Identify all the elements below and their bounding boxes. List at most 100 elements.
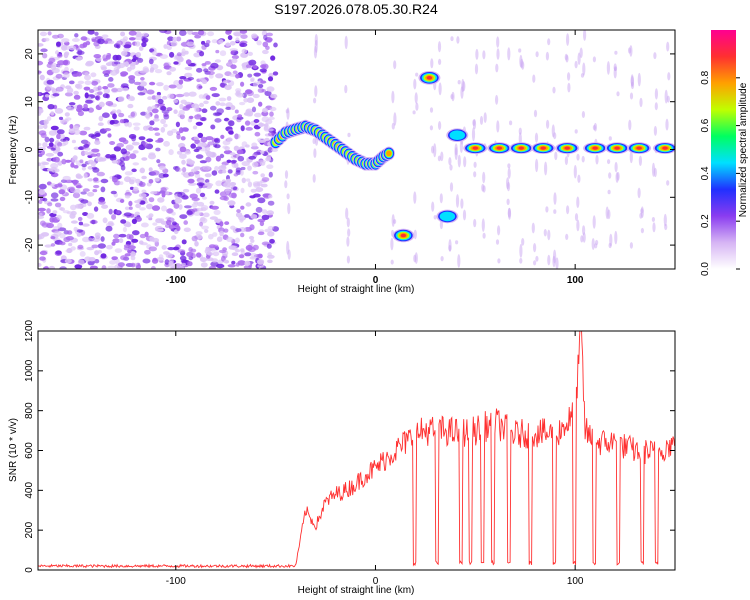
noise-speckle [179,76,187,80]
noise-speckle [250,238,255,243]
noise-speckle [52,156,60,163]
spectral-smear [582,232,586,243]
spectral-smear [482,232,486,239]
noise-speckle [196,67,203,73]
spectral-smear [509,120,513,126]
spectral-smear [519,244,523,258]
noise-speckle [206,70,215,76]
noise-speckle [64,92,73,97]
noise-speckle [241,161,250,167]
noise-speckle [233,173,239,177]
spectral-smear [437,41,442,53]
spectral-smear [457,254,461,268]
noise-speckle [138,81,147,87]
noise-speckle [263,34,268,41]
noise-speckle [38,207,46,212]
spectral-smear [507,167,511,179]
noise-speckle [116,40,123,46]
noise-speckle [141,41,147,48]
noise-speckle [196,83,202,90]
noise-speckle [206,182,211,186]
noise-speckle [71,157,78,163]
noise-speckle [60,118,65,125]
noise-speckle [73,226,78,232]
noise-speckle [147,96,153,100]
noise-speckle [44,136,50,143]
noise-speckle [60,134,66,140]
spectral-smear [616,91,620,97]
noise-speckle [191,197,200,202]
noise-speckle [252,161,259,168]
noise-speckle [200,205,209,211]
spectral-smear [463,156,467,168]
noise-speckle [102,112,110,118]
noise-speckle [50,236,56,240]
noise-speckle [146,215,153,219]
noise-speckle [252,93,260,99]
spectral-smear [286,193,290,200]
noise-speckle [233,31,242,36]
noise-speckle [197,132,204,138]
noise-speckle [47,61,54,65]
noise-speckle [156,159,161,164]
noise-speckle [181,239,187,245]
spectral-smear [415,72,419,77]
noise-speckle [201,225,210,230]
noise-speckle [60,138,67,142]
spectral-smear [313,97,317,104]
noise-speckle [262,49,269,55]
noise-speckle [219,196,228,201]
noise-speckle [124,253,131,257]
noise-speckle [48,130,57,136]
spectral-smear [577,174,581,183]
noise-speckle [211,170,218,176]
spectral-smear [448,157,452,166]
spectral-smear [429,107,434,113]
noise-speckle [67,186,75,192]
noise-speckle [128,206,133,210]
noise-speckle [231,159,237,163]
noise-speckle [196,201,205,207]
noise-speckle [56,133,62,140]
noise-speckle [117,262,125,267]
noise-speckle [269,111,274,117]
noise-speckle [178,79,184,85]
noise-speckle [42,197,48,202]
spectral-smear [637,187,641,199]
colorbar-tick-label: 0.2 [700,214,711,228]
spectral-smear [414,92,418,104]
noise-speckle [266,38,272,43]
spectral-smear [415,102,419,111]
noise-speckle [223,80,228,84]
noise-speckle [268,116,275,120]
noise-speckle [45,152,54,157]
noise-speckle [113,146,122,152]
noise-speckle [248,155,257,160]
noise-speckle [38,60,44,66]
noise-speckle [119,119,125,124]
noise-speckle [74,83,81,89]
noise-speckle [94,131,101,137]
colorbar-gradient [711,30,736,269]
noise-speckle [134,41,141,47]
noise-speckle [156,91,161,96]
noise-speckle [66,105,72,110]
noise-speckle [188,91,197,97]
spectral-smear [607,209,611,220]
noise-speckle [83,173,88,179]
spectral-smear [450,36,454,42]
noise-speckle [191,235,198,242]
noise-speckle [85,62,93,67]
spectral-smear [567,72,571,81]
noise-speckle [59,241,66,246]
noise-speckle [72,179,78,185]
spectral-smear [518,127,522,135]
noise-speckle [105,101,114,106]
noise-speckle [227,169,233,174]
snr-xlabel: Height of straight line (km) [298,585,415,596]
arc-segment [386,150,392,157]
noise-speckle [130,255,136,261]
noise-speckle [244,214,250,218]
noise-speckle [210,124,216,130]
noise-speckle [252,81,259,87]
